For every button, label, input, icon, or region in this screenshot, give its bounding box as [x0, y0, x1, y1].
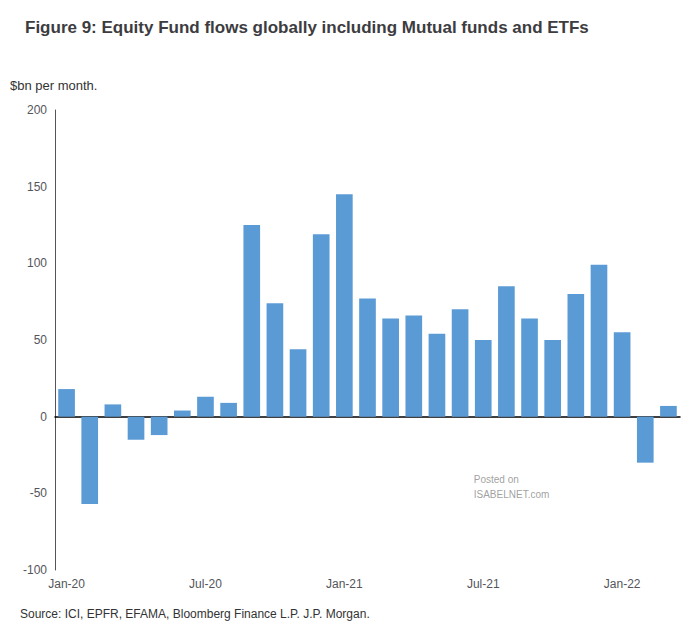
- svg-text:ISABELNET.com: ISABELNET.com: [474, 489, 550, 500]
- svg-text:-100: -100: [23, 563, 47, 577]
- svg-text:Jan-21: Jan-21: [326, 577, 363, 591]
- svg-text:Jul-21: Jul-21: [467, 577, 500, 591]
- svg-text:Jan-22: Jan-22: [604, 577, 641, 591]
- svg-text:Jan-20: Jan-20: [48, 577, 85, 591]
- svg-text:100: 100: [27, 256, 47, 270]
- svg-text:200: 200: [27, 103, 47, 117]
- svg-text:Jul-20: Jul-20: [189, 577, 222, 591]
- svg-text:150: 150: [27, 180, 47, 194]
- svg-text:$bn per month.: $bn per month.: [10, 78, 97, 93]
- svg-text:50: 50: [34, 333, 48, 347]
- svg-text:Source: ICI, EPFR, EFAMA, Bloo: Source: ICI, EPFR, EFAMA, Bloomberg Fina…: [20, 607, 370, 621]
- svg-text:Posted on: Posted on: [474, 474, 519, 485]
- svg-text:Figure 9: Equity Fund flows gl: Figure 9: Equity Fund flows globally inc…: [25, 18, 589, 37]
- svg-text:0: 0: [40, 410, 47, 424]
- svg-text:-50: -50: [30, 486, 48, 500]
